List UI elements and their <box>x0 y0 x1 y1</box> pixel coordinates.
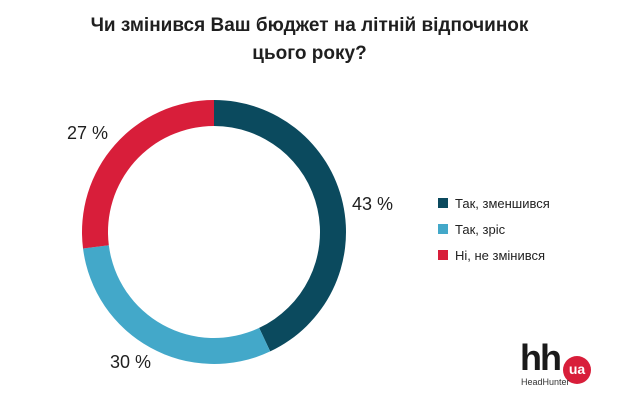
slice-decreased <box>214 100 347 352</box>
legend-item-decreased: Так, зменшився <box>438 190 550 216</box>
slice-unchanged <box>81 100 214 249</box>
value-label-unchanged: 27 % <box>67 123 109 143</box>
slice-increased <box>83 245 271 364</box>
legend-swatch <box>438 224 448 234</box>
legend-label: Так, зменшився <box>455 195 550 211</box>
logo-ua-badge: ua <box>563 356 591 384</box>
legend-label: Ні, не змінився <box>455 247 546 263</box>
value-label-decreased: 43 % <box>352 194 394 214</box>
logo-hh-text: hh <box>520 337 562 378</box>
chart-title-line-2: цього року? <box>252 43 367 64</box>
legend-swatch <box>438 198 448 208</box>
headhunter-logo: hh ua HeadHunter <box>520 340 600 394</box>
legend-swatch <box>438 250 448 260</box>
chart-title: Чи змінився Ваш бюджет на літній відпочи… <box>0 12 619 68</box>
chart-title-line-1: Чи змінився Ваш бюджет на літній відпочи… <box>90 15 529 36</box>
legend-item-unchanged: Ні, не змінився <box>438 242 550 268</box>
value-label-increased: 30 % <box>110 352 152 372</box>
legend-label: Так, зріс <box>455 221 506 237</box>
logo-subtitle: HeadHunter <box>521 377 570 387</box>
chart-legend: Так, зменшився Так, зріс Ні, не змінився <box>438 190 550 268</box>
legend-item-increased: Так, зріс <box>438 216 550 242</box>
